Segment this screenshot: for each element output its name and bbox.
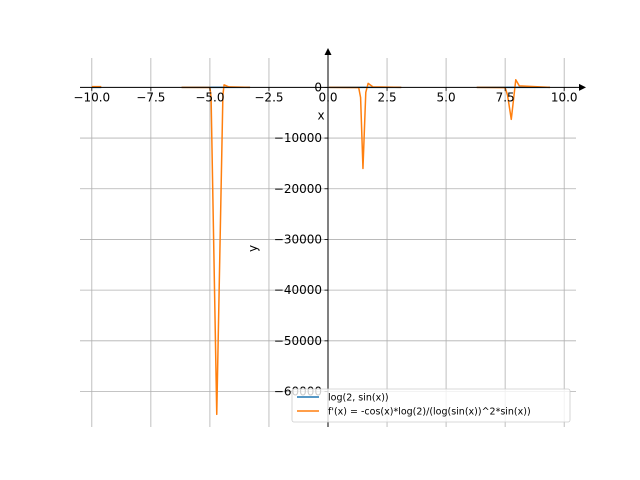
series-line-1 <box>329 82 402 170</box>
y-tick-label: −50000 <box>274 334 322 348</box>
legend-label-derivative: f'(x) = -cos(x)*log(2)/(log(sin(x))^2*si… <box>328 407 531 418</box>
x-tick-label: 0.0 <box>318 90 337 104</box>
x-tick-label: −5.0 <box>195 90 224 104</box>
y-tick-label: −20000 <box>274 182 322 196</box>
x-tick-label: 5.0 <box>437 90 456 104</box>
y-tick-label: 0 <box>314 80 322 94</box>
y-axis-arrow-icon <box>324 48 332 55</box>
axes <box>80 48 586 427</box>
x-tick-label: 2.5 <box>378 90 397 104</box>
x-tick-label: 10.0 <box>551 90 578 104</box>
x-tick-label: −7.5 <box>136 90 165 104</box>
legend-label-log-sin: log(2, sin(x)) <box>328 393 389 404</box>
x-tick-label: −10.0 <box>73 90 110 104</box>
x-tick-label: 7.5 <box>496 90 515 104</box>
y-tick-label: −40000 <box>274 283 322 297</box>
legend-box <box>291 388 571 423</box>
x-axis-arrow-icon <box>579 83 586 91</box>
y-axis-label: y <box>246 245 260 252</box>
y-tick-label: −30000 <box>274 232 322 246</box>
x-axis-label: x <box>317 108 324 122</box>
series-line-1 <box>181 84 251 416</box>
plot-series <box>91 79 551 416</box>
x-tick-label: −2.5 <box>254 90 283 104</box>
y-tick-label: −10000 <box>274 131 322 145</box>
legend: log(2, sin(x)) f'(x) = -cos(x)*log(2)/(l… <box>291 388 571 423</box>
